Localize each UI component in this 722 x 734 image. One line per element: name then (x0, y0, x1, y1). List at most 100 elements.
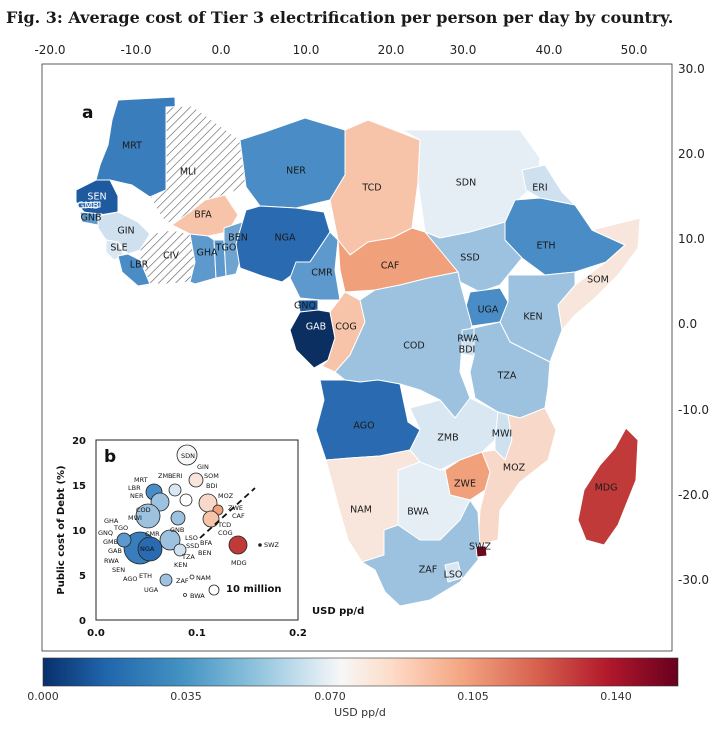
figure-title: Fig. 3: Average cost of Tier 3 electrifi… (6, 8, 674, 27)
country-label-swz: SWZ (469, 542, 491, 553)
inset-label: ERI (172, 472, 183, 480)
inset-label: GMB (103, 538, 118, 546)
bubble-nga (137, 536, 163, 562)
country-label-nga: NGA (275, 233, 296, 244)
country-label-gha: GHA (196, 248, 218, 259)
colorbar-tick: 0.035 (170, 690, 202, 703)
inset-y-tick: 15 (72, 481, 86, 492)
right-tick-label: 10.0 (678, 232, 705, 246)
size-legend-label: 10 million (226, 584, 282, 595)
top-tick-label: 40.0 (536, 43, 563, 57)
inset-label: ZWE (228, 504, 243, 512)
country-gin[interactable] (97, 211, 151, 255)
country-moz[interactable] (477, 407, 557, 546)
inset-label: BWA (190, 592, 205, 600)
inset-label: CAF (232, 512, 245, 520)
inset-y-tick: 5 (79, 571, 86, 582)
bubble-som (188, 472, 204, 488)
top-axis: -20.0 -10.0 0.0 10.0 20.0 30.0 40.0 50.0 (34, 43, 647, 57)
inset-label: ZMB (158, 472, 173, 480)
top-tick-label: 50.0 (621, 43, 648, 57)
country-label-tgo: TGO (215, 243, 237, 254)
inset-label: MOZ (218, 492, 234, 500)
country-label-gin: GIN (117, 226, 134, 237)
country-lso[interactable] (444, 561, 463, 583)
country-label-ago: AGO (353, 421, 374, 432)
country-label-gnq: GNQ (294, 301, 316, 312)
inset-label: SOM (204, 472, 219, 480)
inset-label: UGA (144, 586, 159, 594)
inset-label: GHA (104, 517, 119, 525)
inset-y-tick: 20 (72, 436, 86, 447)
country-label-uga: UGA (478, 305, 499, 316)
country-label-gab: GAB (306, 322, 326, 333)
country-label-zmb: ZMB (437, 433, 458, 444)
colorbar: 0.000 0.035 0.070 0.105 0.140 USD pp/d (27, 657, 679, 719)
country-mdg[interactable] (577, 427, 639, 546)
country-shapes (75, 96, 641, 607)
country-label-civ: CIV (163, 251, 179, 262)
inset-label: AGO (123, 575, 138, 583)
country-label-bfa: BFA (194, 210, 212, 221)
country-swz[interactable] (475, 545, 488, 558)
colorbar-tick: 0.140 (600, 690, 632, 703)
inset-label: BEN (198, 549, 212, 557)
colorbar-label: USD pp/d (334, 706, 386, 719)
inset-label: MWI (128, 514, 142, 522)
bubble-nam (189, 574, 195, 580)
country-label-moz: MOZ (503, 463, 526, 474)
country-label-ssd: SSD (460, 253, 479, 264)
inset-label: LBR (128, 484, 141, 492)
bubble-cod (135, 503, 161, 529)
country-label-gmb: GMB (77, 201, 99, 212)
country-label-cod: COD (403, 341, 424, 352)
panel-a-label: a (82, 103, 93, 123)
colorbar-tick: 0.000 (27, 690, 59, 703)
country-label-lso: LSO (444, 570, 463, 581)
inset-label: GIN (197, 463, 209, 471)
bubble-eri (168, 483, 182, 497)
country-label-mdg: MDG (595, 483, 618, 494)
country-label-zaf: ZAF (419, 565, 437, 576)
country-label-sle: SLE (110, 243, 127, 254)
inset-x-tick: 0.2 (289, 628, 307, 639)
bubble-bwa (208, 584, 220, 596)
right-tick-label: -20.0 (678, 488, 709, 502)
country-label-ben: BEN (228, 233, 248, 244)
inset-label: MRT (134, 476, 148, 484)
inset-label: BDI (206, 482, 217, 490)
country-label-ner: NER (286, 166, 306, 177)
inset-scatter-panel: b 20 15 10 5 0 0.0 0.1 0.2 USD pp/d Publ… (56, 436, 364, 639)
country-som[interactable] (557, 217, 641, 331)
inset-label: ZAF (176, 577, 189, 585)
panel-b-label: b (104, 447, 116, 467)
country-label-mrt: MRT (122, 141, 142, 152)
country-gmb[interactable] (77, 201, 101, 209)
top-tick-label: -10.0 (120, 43, 151, 57)
country-label-rwa: RWA (457, 334, 479, 345)
colorbar-gradient (42, 657, 679, 687)
country-label-tza: TZA (497, 371, 517, 382)
country-label-bdi: BDI (459, 345, 476, 356)
inset-label: BFA (200, 539, 213, 547)
country-label-lbr: LBR (130, 260, 149, 271)
country-gha[interactable] (189, 233, 217, 285)
inset-label: NGA (140, 545, 155, 553)
country-cmr[interactable] (289, 231, 341, 301)
inset-frame (95, 439, 299, 621)
inset-label: COD (136, 506, 151, 514)
country-label-caf: CAF (381, 261, 400, 272)
country-label-cmr: CMR (311, 268, 333, 279)
top-tick-label: 0.0 (211, 43, 230, 57)
bubble-swz (258, 543, 262, 547)
inset-label: CMR (145, 530, 160, 538)
top-tick-label: -20.0 (34, 43, 65, 57)
inset-x-label: USD pp/d (312, 606, 364, 617)
country-ken[interactable] (499, 271, 576, 363)
inset-label: COG (218, 529, 233, 537)
inset-label: GNB (170, 526, 184, 534)
trend-line (199, 487, 256, 539)
inset-label: GAB (108, 547, 122, 555)
bubble-bwa-small (183, 593, 187, 597)
